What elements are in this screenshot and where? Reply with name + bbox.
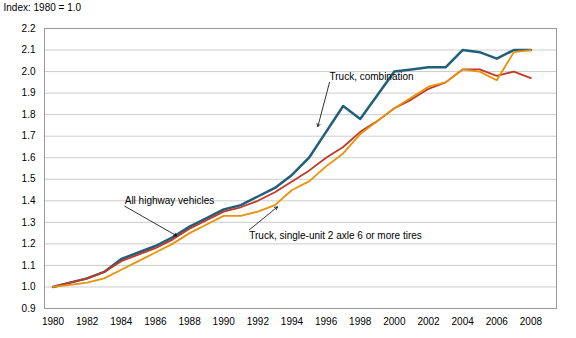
- svg-text:2.0: 2.0: [22, 66, 36, 77]
- svg-text:2.1: 2.1: [22, 44, 36, 55]
- svg-text:Truck, combination: Truck, combination: [330, 71, 414, 82]
- svg-text:2006: 2006: [486, 316, 509, 327]
- svg-text:1.0: 1.0: [22, 281, 36, 292]
- svg-text:1.4: 1.4: [22, 195, 36, 206]
- svg-text:1.8: 1.8: [22, 109, 36, 120]
- svg-text:1990: 1990: [213, 316, 236, 327]
- svg-text:1.9: 1.9: [22, 87, 36, 98]
- svg-text:2002: 2002: [417, 316, 440, 327]
- svg-text:All highway vehicles: All highway vehicles: [125, 195, 215, 206]
- svg-text:1.1: 1.1: [22, 260, 36, 271]
- svg-text:1984: 1984: [110, 316, 133, 327]
- svg-text:1.3: 1.3: [22, 217, 36, 228]
- svg-text:1998: 1998: [349, 316, 372, 327]
- svg-text:1994: 1994: [281, 316, 304, 327]
- svg-text:1.7: 1.7: [22, 130, 36, 141]
- svg-text:2000: 2000: [383, 316, 406, 327]
- svg-text:2.2: 2.2: [22, 23, 36, 34]
- svg-text:1982: 1982: [76, 316, 99, 327]
- svg-text:2008: 2008: [520, 316, 543, 327]
- svg-text:1.2: 1.2: [22, 238, 36, 249]
- svg-text:Truck, single-unit 2 axle 6 or: Truck, single-unit 2 axle 6 or more tire…: [249, 230, 421, 241]
- svg-text:1996: 1996: [315, 316, 338, 327]
- svg-text:1986: 1986: [144, 316, 167, 327]
- svg-text:Index: 1980 = 1.0: Index: 1980 = 1.0: [4, 2, 82, 13]
- svg-text:1.5: 1.5: [22, 173, 36, 184]
- svg-text:1988: 1988: [178, 316, 201, 327]
- svg-text:1980: 1980: [42, 316, 65, 327]
- svg-text:0.9: 0.9: [22, 303, 36, 314]
- svg-text:2004: 2004: [452, 316, 475, 327]
- svg-text:1.6: 1.6: [22, 152, 36, 163]
- svg-text:1992: 1992: [247, 316, 270, 327]
